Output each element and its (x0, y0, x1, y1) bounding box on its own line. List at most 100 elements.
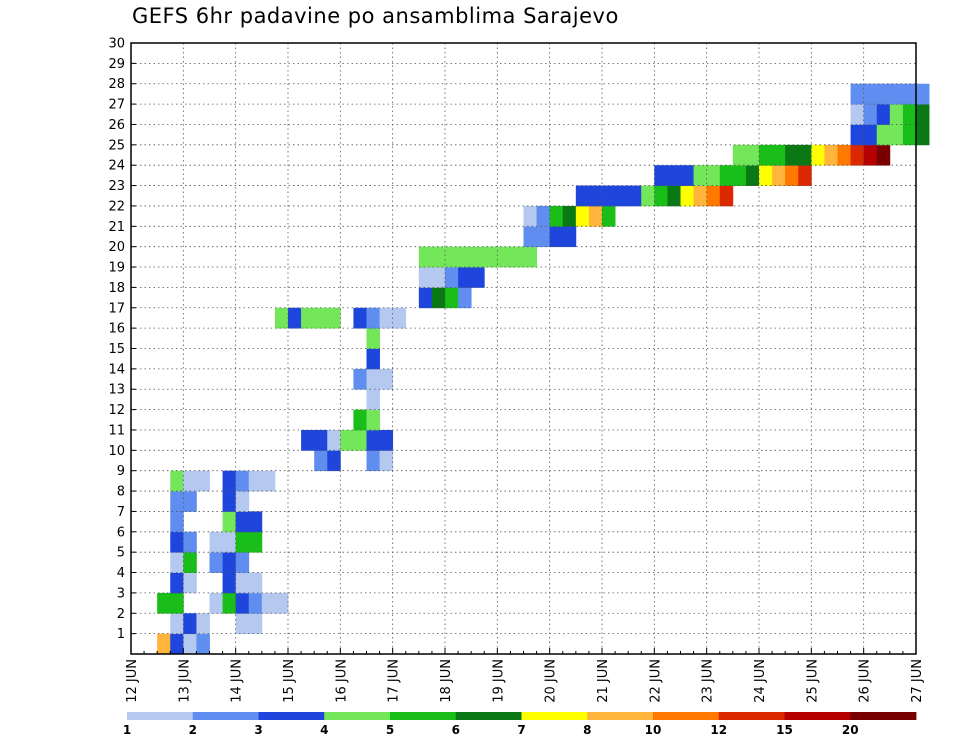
heatmap-cell (916, 104, 930, 125)
heatmap-cell (445, 246, 459, 268)
heatmap-cell (602, 205, 616, 227)
heatmap-cell (628, 185, 642, 207)
heatmap-cell (392, 307, 407, 329)
heatmap-cell (170, 552, 184, 573)
heatmap-cell (850, 104, 865, 125)
heatmap-cell (889, 83, 904, 105)
heatmap-cell (876, 83, 891, 105)
heatmap-cell (471, 267, 485, 288)
heatmap-cell (235, 470, 250, 492)
heatmap-cell (772, 165, 786, 186)
heatmap-cell (510, 246, 524, 268)
legend-swatch (324, 712, 391, 720)
x-tick-label: 12 JUN (125, 659, 140, 703)
heatmap-cell (196, 613, 210, 635)
chart-title: GEFS 6hr padavine po ansamblima Sarajevo (132, 4, 619, 28)
y-tick-label: 19 (108, 261, 125, 276)
heatmap-cell (445, 287, 459, 309)
heatmap-cell (222, 511, 237, 533)
legend-swatch (390, 712, 457, 720)
heatmap-cell (248, 572, 263, 594)
x-axis: 12 JUN 13 JUN 14 JUN 15 JUN 16 JUN 17 JUN 18 J… (125, 648, 925, 703)
heatmap-cell (785, 144, 799, 166)
heatmap-cell (183, 633, 197, 655)
y-tick-label: 1 (117, 627, 125, 642)
heatmap-cell (340, 429, 354, 451)
heatmap-cell (641, 185, 655, 207)
y-tick-label: 12 (108, 403, 125, 418)
heatmap-cell (248, 511, 263, 533)
heatmap-cell (248, 531, 263, 553)
heatmap-cell (235, 592, 250, 614)
heatmap-cell (575, 185, 590, 207)
heatmap-cell (615, 185, 629, 207)
legend-swatch (653, 712, 720, 720)
grid-layer (131, 43, 916, 654)
legend-label: 6 (452, 723, 460, 737)
y-tick-label: 20 (108, 240, 125, 255)
heatmap-cell (876, 104, 891, 125)
heatmap-cell (209, 531, 223, 553)
heatmap-cell (157, 633, 171, 655)
heatmap-cell (418, 287, 433, 309)
heatmap-cell (693, 165, 708, 186)
heatmap-cell (366, 368, 380, 390)
x-tick-label: 23 JUN (701, 659, 716, 703)
heatmap-cell (458, 287, 472, 309)
heatmap-cell (183, 491, 197, 512)
heatmap-cell (549, 226, 564, 248)
y-tick-label: 26 (108, 118, 125, 133)
heatmap-cell (170, 531, 184, 553)
y-tick-label: 4 (117, 566, 125, 581)
heatmap-cell (353, 368, 367, 390)
heatmap-cell (418, 246, 433, 268)
heatmap-cell (745, 144, 760, 166)
heatmap-cell (523, 205, 537, 227)
y-axis: 1234567891011121314151617181920212223242… (108, 37, 136, 642)
y-tick-label: 3 (117, 586, 125, 601)
heatmap-cell (235, 511, 250, 533)
heatmap-cell (902, 124, 917, 146)
heatmap-cell (523, 246, 537, 268)
heatmap-cell (222, 572, 237, 594)
heatmap-cell (549, 205, 564, 227)
heatmap-cell (235, 613, 250, 635)
x-tick-label: 26 JUN (858, 659, 873, 703)
legend-label: 12 (710, 723, 727, 737)
heatmap-cell (706, 165, 721, 186)
heatmap-cell (785, 165, 799, 186)
heatmap-cell (157, 592, 171, 614)
heatmap-cell (170, 470, 184, 492)
legend-label: 2 (189, 723, 197, 737)
heatmap-cell (680, 165, 694, 186)
heatmap-cell (183, 531, 197, 553)
heatmap-cell (562, 226, 577, 248)
heatmap-cell (353, 429, 367, 451)
heatmap-cell (719, 165, 734, 186)
legend-swatch (258, 712, 325, 720)
heatmap-cell (445, 267, 459, 288)
heatmap-cell (602, 185, 616, 207)
heatmap-cell (379, 429, 394, 451)
heatmap-cell (654, 165, 668, 186)
legend-swatch (784, 712, 851, 720)
legend-swatch (455, 712, 522, 720)
x-tick-label: 27 JUN (910, 659, 925, 703)
legend-swatch (192, 712, 259, 720)
x-tick-label: 22 JUN (648, 659, 663, 703)
heatmap-cell (170, 491, 184, 512)
heatmap-cell (654, 185, 668, 207)
x-tick-label: 24 JUN (753, 659, 768, 703)
heatmap-cell (863, 83, 878, 105)
cells-layer (157, 83, 930, 655)
y-tick-label: 24 (108, 159, 125, 174)
heatmap-cell (366, 348, 380, 370)
heatmap-cell (431, 287, 446, 309)
y-tick-label: 6 (117, 525, 125, 540)
heatmap-cell (824, 144, 838, 166)
y-tick-label: 10 (108, 444, 125, 459)
x-tick-label: 21 JUN (596, 659, 611, 703)
heatmap-cell (366, 389, 380, 410)
heatmap-cell (366, 409, 380, 431)
heatmap-cell (876, 124, 891, 146)
